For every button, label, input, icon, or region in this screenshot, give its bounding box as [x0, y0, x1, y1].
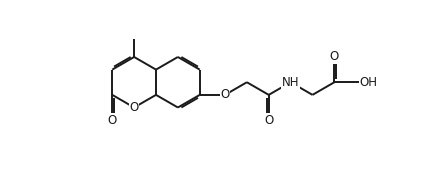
- Text: OH: OH: [360, 76, 377, 89]
- Text: O: O: [130, 101, 139, 114]
- Text: NH: NH: [282, 76, 299, 89]
- Text: O: O: [330, 51, 339, 63]
- Text: O: O: [108, 114, 117, 127]
- Text: O: O: [221, 88, 230, 101]
- Text: O: O: [264, 114, 273, 127]
